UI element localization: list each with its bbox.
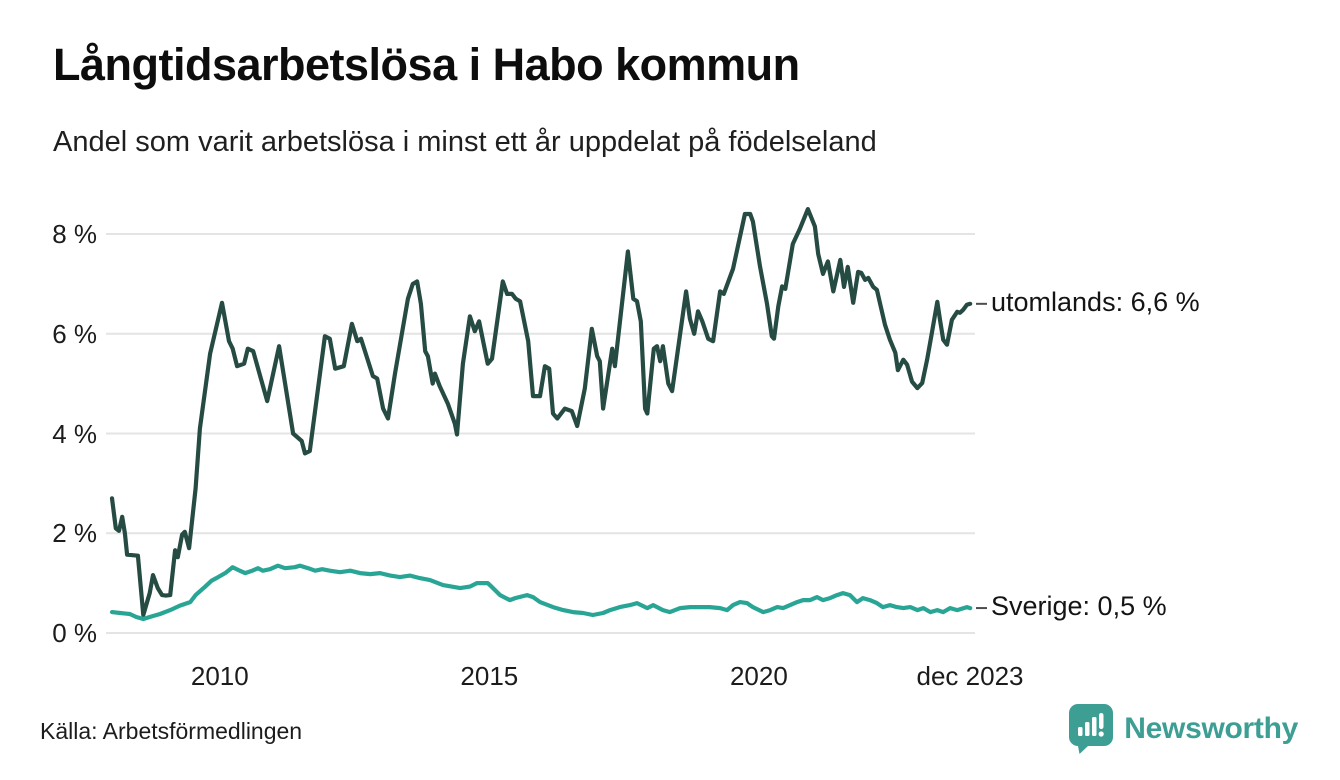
newsworthy-bubble-icon [1069,704,1114,754]
chart-title: Långtidsarbetslösa i Habo kommun [53,39,800,90]
y-axis-tick-label: 6 % [52,318,97,349]
chart-subtitle: Andel som varit arbetslösa i minst ett å… [53,126,877,158]
series-end-label-sverige: Sverige: 0,5 % [991,591,1167,622]
bar-chart-glyph [1078,713,1105,737]
x-axis-tick-label: 2020 [729,661,788,691]
x-axis-tick-label: 2010 [190,661,249,691]
newsworthy-logo: Newsworthy [1069,704,1298,754]
series-line-Sverige [109,563,973,622]
x-axis-tick-label: 2015 [460,661,519,691]
newsworthy-wordmark: Newsworthy [1124,712,1298,745]
y-axis-tick-label: 8 % [52,219,97,249]
series-line-utomlands [109,207,973,618]
y-axis-tick-label: 0 % [52,618,97,648]
series-end-label-utomlands: utomlands: 6,6 % [991,286,1200,317]
source-note: Källa: Arbetsförmedlingen [40,718,303,744]
x-axis-tick-label: dec 2023 [916,661,1024,691]
y-axis-tick-label: 4 % [52,418,97,449]
y-axis-tick-label: 2 % [52,518,97,549]
